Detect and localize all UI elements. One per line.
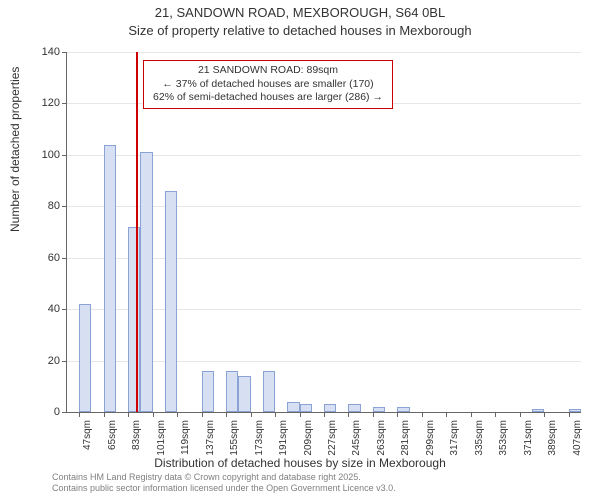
histogram-bar: [569, 409, 581, 412]
x-tick-mark: [471, 412, 472, 417]
histogram-bar: [397, 407, 409, 412]
x-tick-mark: [324, 412, 325, 417]
y-axis-label: Number of detached properties: [8, 67, 22, 232]
x-tick-mark: [300, 412, 301, 417]
x-tick-label: 299sqm: [425, 420, 436, 456]
x-tick-label: 173sqm: [254, 420, 265, 456]
x-tick-label: 137sqm: [205, 420, 216, 456]
x-tick-mark: [373, 412, 374, 417]
histogram-bar: [165, 191, 177, 412]
x-tick-mark: [251, 412, 252, 417]
x-tick-label: 245sqm: [351, 420, 362, 456]
histogram-bar: [348, 404, 360, 412]
histogram-bar: [238, 376, 250, 412]
annotation-line: 62% of semi-detached houses are larger (…: [150, 91, 386, 105]
x-tick-mark: [202, 412, 203, 417]
x-tick-label: 353sqm: [498, 420, 509, 456]
x-tick-mark: [520, 412, 521, 417]
histogram-bar: [263, 371, 275, 412]
histogram-bar: [226, 371, 238, 412]
x-tick-mark: [422, 412, 423, 417]
x-axis-label: Distribution of detached houses by size …: [0, 456, 600, 470]
y-tick-mark: [62, 412, 67, 413]
x-tick-label: 281sqm: [400, 420, 411, 456]
x-tick-mark: [275, 412, 276, 417]
x-tick-mark: [177, 412, 178, 417]
histogram-bar: [532, 409, 544, 412]
x-tick-label: 83sqm: [131, 420, 142, 450]
histogram-bar: [202, 371, 214, 412]
x-tick-label: 389sqm: [547, 420, 558, 456]
x-tick-label: 371sqm: [523, 420, 534, 456]
title-line-2: Size of property relative to detached ho…: [0, 22, 600, 40]
histogram-bar: [140, 152, 152, 412]
x-tick-label: 47sqm: [82, 420, 93, 450]
x-tick-label: 101sqm: [156, 420, 167, 456]
x-tick-mark: [569, 412, 570, 417]
y-tick-label: 20: [26, 355, 60, 367]
x-tick-label: 209sqm: [303, 420, 314, 456]
x-tick-label: 65sqm: [107, 420, 118, 450]
plot-area: 21 SANDOWN ROAD: 89sqm← 37% of detached …: [66, 52, 581, 413]
title-line-1: 21, SANDOWN ROAD, MEXBOROUGH, S64 0BL: [0, 4, 600, 22]
x-tick-label: 317sqm: [449, 420, 460, 456]
x-tick-mark: [397, 412, 398, 417]
y-tick-label: 40: [26, 303, 60, 315]
annotation-line: 21 SANDOWN ROAD: 89sqm: [150, 64, 386, 78]
y-tick-mark: [62, 361, 67, 362]
annotation-box: 21 SANDOWN ROAD: 89sqm← 37% of detached …: [143, 60, 393, 109]
y-tick-label: 60: [26, 252, 60, 264]
x-tick-label: 191sqm: [278, 420, 289, 456]
histogram-bar: [104, 145, 116, 412]
footer-line-2: Contains public sector information licen…: [52, 483, 396, 494]
y-tick-mark: [62, 258, 67, 259]
y-tick-label: 80: [26, 200, 60, 212]
histogram-bar: [128, 227, 140, 412]
x-tick-label: 227sqm: [327, 420, 338, 456]
histogram-bar: [287, 402, 299, 412]
y-tick-label: 120: [26, 97, 60, 109]
annotation-line: ← 37% of detached houses are smaller (17…: [150, 78, 386, 92]
chart-title: 21, SANDOWN ROAD, MEXBOROUGH, S64 0BL Si…: [0, 4, 600, 39]
reference-line: [136, 52, 138, 412]
footer-line-1: Contains HM Land Registry data © Crown c…: [52, 472, 396, 483]
histogram-bar: [324, 404, 336, 412]
histogram-bar: [300, 404, 312, 412]
x-tick-label: 407sqm: [572, 420, 583, 456]
y-gridline: [67, 52, 581, 53]
y-tick-mark: [62, 155, 67, 156]
x-tick-mark: [128, 412, 129, 417]
y-tick-mark: [62, 52, 67, 53]
x-tick-mark: [495, 412, 496, 417]
x-tick-label: 263sqm: [376, 420, 387, 456]
y-tick-label: 100: [26, 149, 60, 161]
x-tick-mark: [104, 412, 105, 417]
x-tick-mark: [153, 412, 154, 417]
x-tick-label: 119sqm: [180, 420, 191, 455]
y-tick-label: 140: [26, 46, 60, 58]
x-tick-mark: [79, 412, 80, 417]
y-tick-label: 0: [26, 406, 60, 418]
x-tick-label: 335sqm: [474, 420, 485, 456]
y-tick-mark: [62, 309, 67, 310]
footer-attribution: Contains HM Land Registry data © Crown c…: [52, 472, 396, 495]
histogram-bar: [79, 304, 91, 412]
x-tick-mark: [544, 412, 545, 417]
y-tick-mark: [62, 103, 67, 104]
x-tick-mark: [348, 412, 349, 417]
y-tick-mark: [62, 206, 67, 207]
x-tick-label: 155sqm: [229, 420, 240, 456]
x-tick-mark: [226, 412, 227, 417]
histogram-bar: [373, 407, 385, 412]
x-tick-mark: [446, 412, 447, 417]
